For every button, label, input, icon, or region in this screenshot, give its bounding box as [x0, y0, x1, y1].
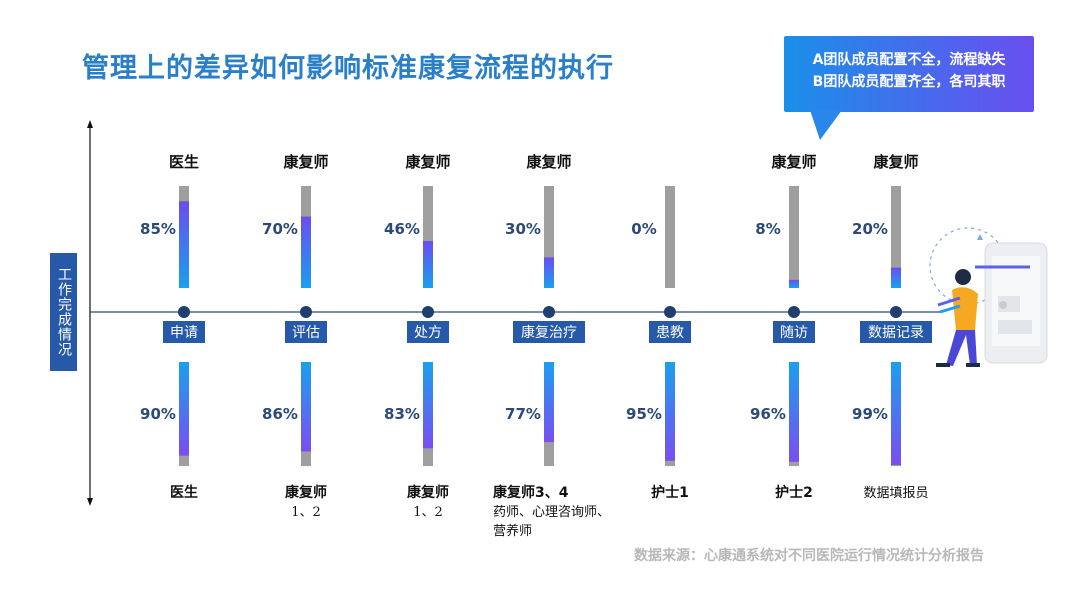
bar-a-background [665, 186, 675, 288]
bar-a-role-label: 康复师 [405, 153, 450, 171]
bar-b-fill [665, 362, 675, 461]
bar-a-background [544, 186, 554, 288]
bar-b-role-label: 医生 [170, 484, 198, 501]
bar-a-role-label: 康复师 [873, 153, 918, 171]
bar-b-role-label: 药师、心理咨询师、 [493, 505, 610, 520]
bar-a-role-label: 康复师 [771, 153, 816, 171]
category-label: 患教 [656, 325, 684, 341]
bar-a-fill [301, 216, 311, 288]
callout-box: A团队成员配置不全，流程缺失 B团队成员配置齐全，各司其职 [784, 36, 1034, 112]
category-box [163, 321, 205, 343]
bar-b-fill [423, 362, 433, 449]
callout-tail [810, 110, 842, 140]
bar-b-value-label: 99% [852, 405, 888, 423]
bar-a-fill [544, 257, 554, 288]
bar-a-background [891, 186, 901, 288]
bar-b-fill [301, 362, 311, 452]
bar-b-role-label: 数据填报员 [863, 486, 928, 501]
category-box [649, 321, 691, 343]
category-box [860, 321, 932, 343]
axis-arrow-up-icon [87, 120, 93, 128]
bar-a-background [423, 186, 433, 288]
bar-b-role-label: 1、2 [291, 505, 321, 520]
category-label: 处方 [414, 325, 442, 341]
axis-node-dot [422, 306, 434, 318]
category-box [773, 321, 815, 343]
bar-b-role-label: 护士2 [775, 484, 813, 501]
axis-node-dot [178, 306, 190, 318]
bar-a-role-label: 医生 [169, 153, 199, 171]
bar-b-fill [891, 362, 901, 465]
bar-a-background [789, 186, 799, 288]
bar-b-role-label: 1、2 [413, 505, 443, 520]
bar-a-value-label: 8% [755, 220, 780, 238]
bar-a-value-label: 85% [140, 220, 176, 238]
bar-a-role-label: 康复师 [526, 153, 571, 171]
bar-b-value-label: 96% [750, 405, 786, 423]
axis-node-dot [890, 306, 902, 318]
callout-line-b: B团队成员配置齐全，各司其职 [812, 74, 1006, 90]
bar-a-role-label: 康复师 [283, 153, 328, 171]
bar-b-fill [179, 362, 189, 456]
bar-b-role-label: 营养师 [493, 523, 532, 539]
page-title: 管理上的差异如何影响标准康复流程的执行 [82, 53, 614, 84]
bar-a-value-label: 70% [262, 220, 298, 238]
category-label: 随访 [780, 325, 808, 341]
bar-b-role-label: 护士1 [651, 484, 689, 501]
y-axis-label: 工作完成情况 [50, 253, 77, 371]
bar-b-value-label: 86% [262, 405, 298, 423]
bar-a-fill [789, 279, 799, 288]
axis-node-dot [664, 306, 676, 318]
bar-b-value-label: 83% [384, 405, 420, 423]
bar-b-role-label: 康复师 [407, 484, 449, 501]
category-box [407, 321, 449, 343]
bar-a-fill [179, 201, 189, 288]
bar-a-fill [891, 267, 901, 288]
axis-arrow-down-icon [87, 498, 93, 506]
bar-b-role-label: 康复师3、4 [493, 484, 569, 501]
category-label: 康复治疗 [521, 324, 577, 341]
bar-a-fill [423, 241, 433, 288]
bar-b-value-label: 95% [626, 405, 662, 423]
category-box [285, 321, 327, 343]
bar-a-value-label: 30% [505, 220, 541, 238]
category-label: 数据记录 [868, 325, 924, 341]
data-source-note: 数据来源：心康通系统对不同医院运行情况统计分析报告 [634, 548, 984, 564]
bar-b-fill [789, 362, 799, 462]
bar-b-value-label: 90% [140, 405, 176, 423]
category-label: 申请 [170, 325, 198, 341]
bar-b-role-label: 康复师 [285, 484, 327, 501]
bar-a-value-label: 0% [631, 220, 656, 238]
bar-a-value-label: 46% [384, 220, 420, 238]
bar-b-value-label: 77% [505, 405, 541, 423]
bar-a-value-label: 20% [852, 220, 888, 238]
axis-node-dot [543, 306, 555, 318]
bar-b-fill [544, 362, 554, 443]
category-label: 评估 [292, 325, 320, 341]
axis-node-dot [788, 306, 800, 318]
axis-node-dot [300, 306, 312, 318]
callout-line-a: A团队成员配置不全，流程缺失 [812, 52, 1006, 68]
person-phone-illustration [929, 227, 1048, 367]
category-box [513, 321, 585, 343]
